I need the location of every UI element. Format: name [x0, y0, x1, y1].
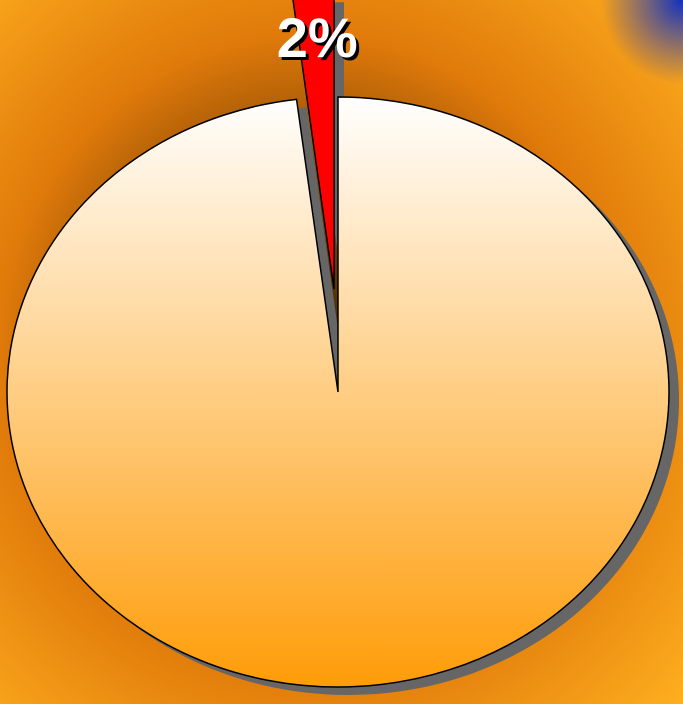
- slice: [292, 0, 335, 290]
- pie: 2%2%: [6, 0, 680, 695]
- value-label-shadow: 2%: [280, 9, 361, 72]
- value-label: 2%: [277, 6, 358, 69]
- slice: [6, 96, 670, 688]
